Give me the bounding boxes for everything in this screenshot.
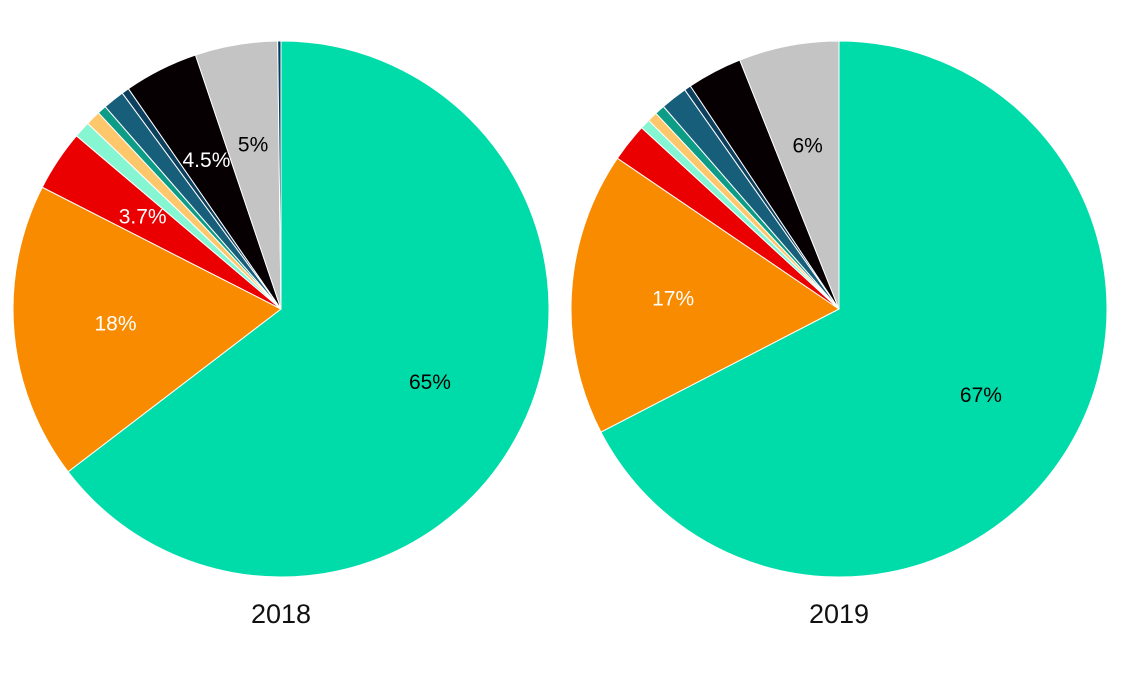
pie-chart-2018: 65% 18% 3.7% 4.5% 5% 2018 (12, 40, 550, 629)
slice-data-label: 6% (792, 134, 822, 157)
slice-data-label: 67% (960, 384, 1002, 407)
slice-data-label: 3.7% (119, 205, 167, 228)
pie-caption: 2018 (251, 599, 311, 629)
slice-data-label: 5% (238, 134, 268, 157)
pie-slice (67, 40, 550, 578)
slice-data-label: 65% (409, 371, 451, 394)
slice-data-label: 18% (95, 313, 137, 336)
pie-slice (570, 157, 840, 433)
pie-slice (739, 40, 840, 310)
pie-chart-2019: 67% 17% 6% 2019 (570, 40, 1108, 629)
pie-slice (277, 40, 282, 310)
slice-data-label: 4.5% (183, 149, 231, 172)
pie-slice (600, 40, 1108, 578)
pie-slice (12, 186, 282, 473)
slice-data-label: 17% (652, 288, 694, 311)
pie-caption: 2019 (809, 599, 869, 629)
